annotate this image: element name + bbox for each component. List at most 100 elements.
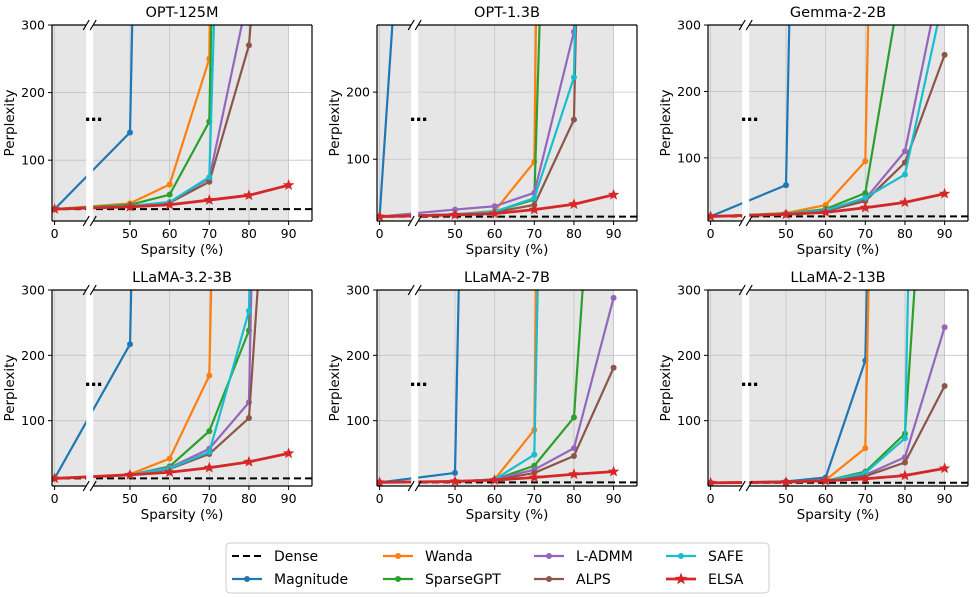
data-point-alps xyxy=(570,452,577,459)
legend-item-l-admm: L-ADMM xyxy=(534,549,633,565)
data-point-elsa xyxy=(938,187,951,199)
data-point-alps xyxy=(941,51,948,58)
axis-break-mark xyxy=(738,284,746,296)
data-point-elsa xyxy=(203,194,216,205)
x-tick-label: 60 xyxy=(818,491,834,506)
x-tick-label: 60 xyxy=(487,226,503,241)
data-point-elsa xyxy=(859,472,872,484)
series-line-magnitude xyxy=(378,25,394,217)
axis-break-mark xyxy=(738,19,746,31)
data-point-magnitude xyxy=(127,129,133,136)
data-point-safe xyxy=(206,449,213,456)
data-point-magnitude xyxy=(127,341,133,348)
data-point-elsa xyxy=(377,476,386,486)
data-point-l-admm xyxy=(491,203,498,210)
axis-break-gap xyxy=(411,23,419,223)
data-point-elsa xyxy=(899,469,911,481)
panel-title: LLaMA-3.2-3B xyxy=(132,270,232,286)
data-point-magnitude xyxy=(452,469,458,476)
data-point-elsa xyxy=(282,179,295,191)
data-point-elsa xyxy=(607,188,620,200)
x-tick-label: 80 xyxy=(566,226,582,241)
data-point-elsa xyxy=(163,198,176,210)
axis-break-gap xyxy=(411,288,419,488)
x-tick-label: 90 xyxy=(606,491,622,506)
data-point-elsa xyxy=(163,466,176,478)
x-tick-label: 90 xyxy=(606,226,622,241)
x-tick-label: 70 xyxy=(857,491,873,506)
series-line-elsa xyxy=(54,451,289,480)
legend-swatch-marker xyxy=(546,576,552,582)
data-point-alps xyxy=(610,364,617,371)
legend-label: L-ADMM xyxy=(576,549,633,565)
axis-break-mark xyxy=(89,284,97,296)
data-point-sparsegpt xyxy=(862,190,869,197)
data-point-elsa xyxy=(528,203,541,215)
y-axis-label: Perplexity xyxy=(658,355,674,422)
legend-swatch-marker xyxy=(678,553,684,559)
panel-llama-2-7b: … 100 200 300 0 50 60 70 80 90 LLaMA-2-7B Sparsity … xyxy=(327,270,638,523)
data-point-alps xyxy=(245,415,252,422)
x-tick-label: 70 xyxy=(526,491,542,506)
data-point-elsa xyxy=(708,210,717,221)
ellipsis-mark: … xyxy=(410,370,428,391)
x-tick-label: 0 xyxy=(376,491,384,506)
x-tick-label: 60 xyxy=(162,226,178,241)
x-tick-label: 90 xyxy=(281,226,297,241)
ellipsis-mark: … xyxy=(85,370,103,391)
data-point-elsa xyxy=(780,476,792,486)
axis-break-gap xyxy=(742,288,750,488)
series-layer xyxy=(377,290,637,486)
data-point-elsa xyxy=(377,210,386,221)
data-point-elsa xyxy=(124,200,136,212)
data-point-elsa xyxy=(203,461,216,473)
y-tick-label: 300 xyxy=(346,283,370,298)
panel-title: OPT-1.3B xyxy=(474,5,540,21)
data-point-safe xyxy=(901,435,908,442)
x-axis-label: Sparsity (%) xyxy=(466,242,549,258)
axis-break-mark xyxy=(738,480,746,492)
axis-break-mark xyxy=(89,480,97,492)
x-tick-label: 0 xyxy=(51,226,59,241)
data-point-elsa xyxy=(899,196,911,208)
axis-break-mark xyxy=(745,215,753,227)
data-point-l-admm xyxy=(901,148,908,155)
x-tick-label: 50 xyxy=(447,226,463,241)
x-tick-label: 0 xyxy=(376,226,384,241)
legend-item-alps: ALPS xyxy=(534,572,611,588)
data-point-alps xyxy=(901,459,908,466)
axis-break-mark xyxy=(89,19,97,31)
x-tick-label: 90 xyxy=(937,491,953,506)
axis-break-gap xyxy=(86,23,94,223)
data-point-elsa xyxy=(528,471,541,483)
series-layer xyxy=(377,25,637,221)
legend-item-magnitude: Magnitude xyxy=(232,572,348,588)
y-tick-label: 200 xyxy=(21,348,45,363)
axis-break-mark xyxy=(407,215,415,227)
x-tick-label: 50 xyxy=(778,226,794,241)
series-layer xyxy=(708,25,968,221)
axis-break-mark xyxy=(745,480,753,492)
legend-label: ALPS xyxy=(576,572,611,588)
y-tick-label: 300 xyxy=(677,283,701,298)
axis-break-gap xyxy=(86,288,94,488)
axis-break-mark xyxy=(738,215,746,227)
data-point-elsa xyxy=(568,468,580,480)
legend-label: Wanda xyxy=(425,549,473,565)
x-axis-label: Sparsity (%) xyxy=(466,507,549,523)
y-tick-label: 200 xyxy=(677,348,701,363)
axis-break-mark xyxy=(82,19,90,31)
data-point-sparsegpt xyxy=(206,428,213,435)
y-axis-label: Perplexity xyxy=(658,90,674,157)
ellipsis-mark: … xyxy=(85,105,103,126)
data-point-elsa xyxy=(243,189,255,201)
data-point-elsa xyxy=(780,208,792,220)
axis-break-mark xyxy=(414,19,422,31)
data-point-wanda xyxy=(166,181,173,188)
data-point-sparsegpt xyxy=(570,414,577,421)
series-line-elsa xyxy=(379,470,614,484)
x-tick-label: 70 xyxy=(526,226,542,241)
legend: Dense Wanda L-ADMM SAFE Magnitude SparseGPT AL… xyxy=(225,542,770,594)
data-point-safe xyxy=(245,307,252,314)
y-tick-label: 100 xyxy=(346,152,370,167)
